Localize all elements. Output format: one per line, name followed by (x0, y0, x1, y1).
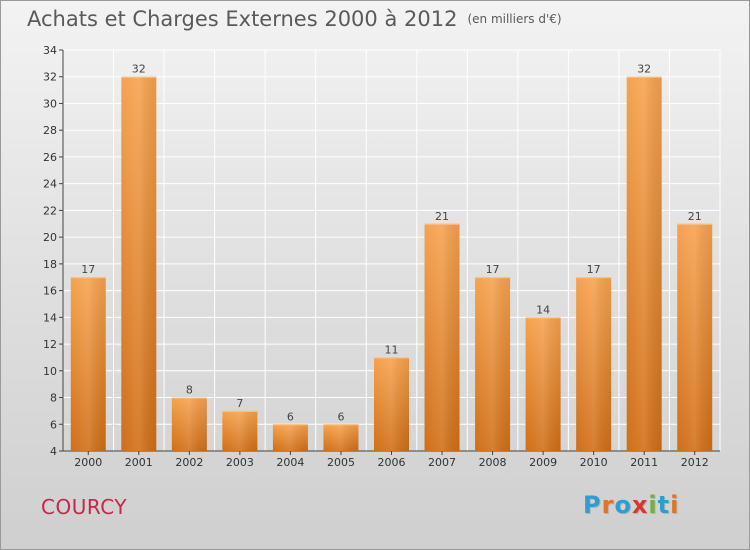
value-label: 7 (236, 397, 243, 410)
y-tick-label: 8 (50, 392, 57, 405)
title-unit: (en milliers d'€) (467, 12, 562, 26)
x-tick-label: 2002 (175, 456, 203, 469)
bar-highlight (475, 277, 511, 451)
bar-highlight (677, 223, 713, 451)
logo-letter: t (657, 491, 671, 519)
value-label: 6 (287, 410, 294, 423)
title-text: Achats et Charges Externes 2000 à 2012 (27, 7, 458, 31)
x-tick-label: 2009 (529, 456, 557, 469)
y-tick-label: 10 (43, 365, 57, 378)
value-label: 17 (587, 263, 601, 276)
y-tick-label: 26 (43, 151, 57, 164)
y-tick-label: 16 (43, 285, 57, 298)
value-label: 6 (337, 410, 344, 423)
value-label: 32 (132, 63, 146, 76)
logo-letter: x (631, 491, 649, 519)
value-label: 32 (637, 63, 651, 76)
chart-title: Achats et Charges Externes 2000 à 2012 (e… (27, 7, 562, 31)
x-tick-label: 2006 (378, 456, 406, 469)
value-label: 21 (435, 210, 449, 223)
x-tick-label: 2001 (125, 456, 153, 469)
value-label: 21 (688, 210, 702, 223)
x-tick-label: 2004 (276, 456, 304, 469)
bars (70, 76, 713, 451)
y-tick-label: 14 (43, 311, 57, 324)
value-label: 14 (536, 303, 550, 316)
y-tick-label: 6 (50, 418, 57, 431)
x-tick-label: 2010 (580, 456, 608, 469)
y-tick-label: 28 (43, 124, 57, 137)
bar-highlight (576, 277, 612, 451)
x-tick-label: 2005 (327, 456, 355, 469)
bar-highlight (323, 424, 359, 451)
y-tick-label: 32 (43, 71, 57, 84)
bar-highlight (626, 76, 662, 451)
bar-highlight (374, 357, 409, 451)
y-tick-label: 22 (43, 204, 57, 217)
bar-highlight (121, 76, 157, 451)
commune-name: COURCY (41, 495, 128, 519)
value-label: 17 (486, 263, 500, 276)
y-tick-label: 4 (50, 445, 57, 458)
x-tick-label: 2000 (74, 456, 102, 469)
x-tick-label: 2008 (479, 456, 507, 469)
bar-highlight (222, 410, 258, 451)
value-label: 17 (81, 263, 95, 276)
y-tick-label: 12 (43, 338, 57, 351)
x-tick-label: 2011 (630, 456, 658, 469)
y-tick-label: 30 (43, 97, 57, 110)
logo-letter: P (583, 491, 602, 519)
bar-highlight (525, 317, 561, 451)
x-tick-label: 2012 (681, 456, 709, 469)
labels: 4 6 8 10 12 14 16 18 20 22 24 26 28 30 32 34 17 2000 32 200… (43, 44, 709, 469)
y-tick-label: 20 (43, 231, 57, 244)
x-tick-label: 2003 (226, 456, 254, 469)
y-tick-label: 24 (43, 178, 57, 191)
logo-letter: i (670, 491, 680, 519)
logo-letter: r (601, 491, 615, 519)
bar-highlight (424, 223, 460, 451)
value-label: 11 (385, 343, 399, 356)
y-tick-label: 34 (43, 44, 57, 57)
proxiti-logo: Proxiti (583, 491, 679, 519)
bar-highlight (272, 424, 308, 451)
bar-highlight (171, 397, 207, 451)
logo-letter: i (648, 491, 658, 519)
value-label: 8 (186, 384, 193, 397)
x-tick-label: 2007 (428, 456, 456, 469)
y-tick-label: 18 (43, 258, 57, 271)
bar-highlight (70, 277, 106, 451)
logo-letter: o (614, 491, 632, 519)
